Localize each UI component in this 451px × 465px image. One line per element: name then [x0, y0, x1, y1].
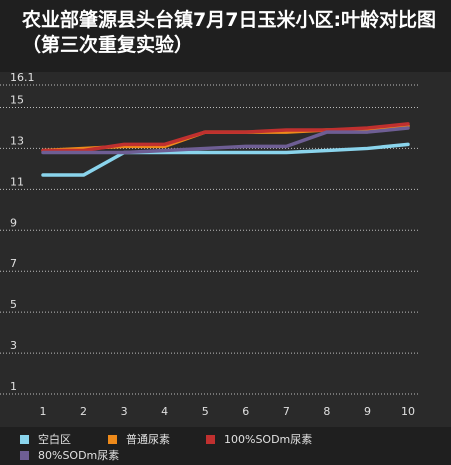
legend-swatch: [206, 434, 215, 444]
legend-item: 空白区: [20, 431, 71, 447]
x-tick-label: 4: [161, 405, 168, 418]
legend-item: 80%SODm尿素: [20, 447, 119, 463]
chart-title: 农业部肇源县头台镇7月7日玉米小区:叶龄对比图（第三次重复实验）: [22, 9, 437, 56]
x-tick-label: 8: [323, 405, 330, 418]
legend-swatch: [20, 450, 29, 460]
y-tick-label: 11: [10, 175, 24, 188]
y-tick-label: 5: [10, 298, 17, 311]
y-tick-label: 1: [10, 380, 17, 393]
x-tick-label: 10: [401, 405, 415, 418]
legend-label: 空白区: [38, 433, 71, 446]
y-tick-label: 3: [10, 339, 17, 352]
series-line-3: [41, 122, 410, 153]
legend-swatch: [20, 434, 29, 444]
legend-item: 普通尿素: [108, 431, 170, 447]
y-tick-label: 15: [10, 94, 24, 107]
x-tick-label: 9: [364, 405, 371, 418]
legend-label: 普通尿素: [126, 433, 170, 446]
legend-label: 100%SODm尿素: [224, 433, 313, 446]
x-tick-label: 5: [202, 405, 209, 418]
series-line-4: [41, 126, 410, 155]
legend-swatch: [108, 434, 117, 444]
x-tick-label: 6: [242, 405, 249, 418]
y-tick-label: 9: [10, 216, 17, 229]
x-tick-label: 3: [121, 405, 128, 418]
y-tick-label: 7: [10, 257, 17, 270]
x-tick-label: 1: [40, 405, 47, 418]
y-tick-label: 16.1: [10, 72, 35, 84]
legend-item: 100%SODm尿素: [206, 431, 312, 447]
legend-label: 80%SODm尿素: [38, 449, 120, 462]
x-tick-label: 2: [80, 405, 87, 418]
series-line-1: [41, 142, 410, 177]
x-tick-label: 7: [283, 405, 290, 418]
y-tick-label: 13: [10, 134, 24, 147]
